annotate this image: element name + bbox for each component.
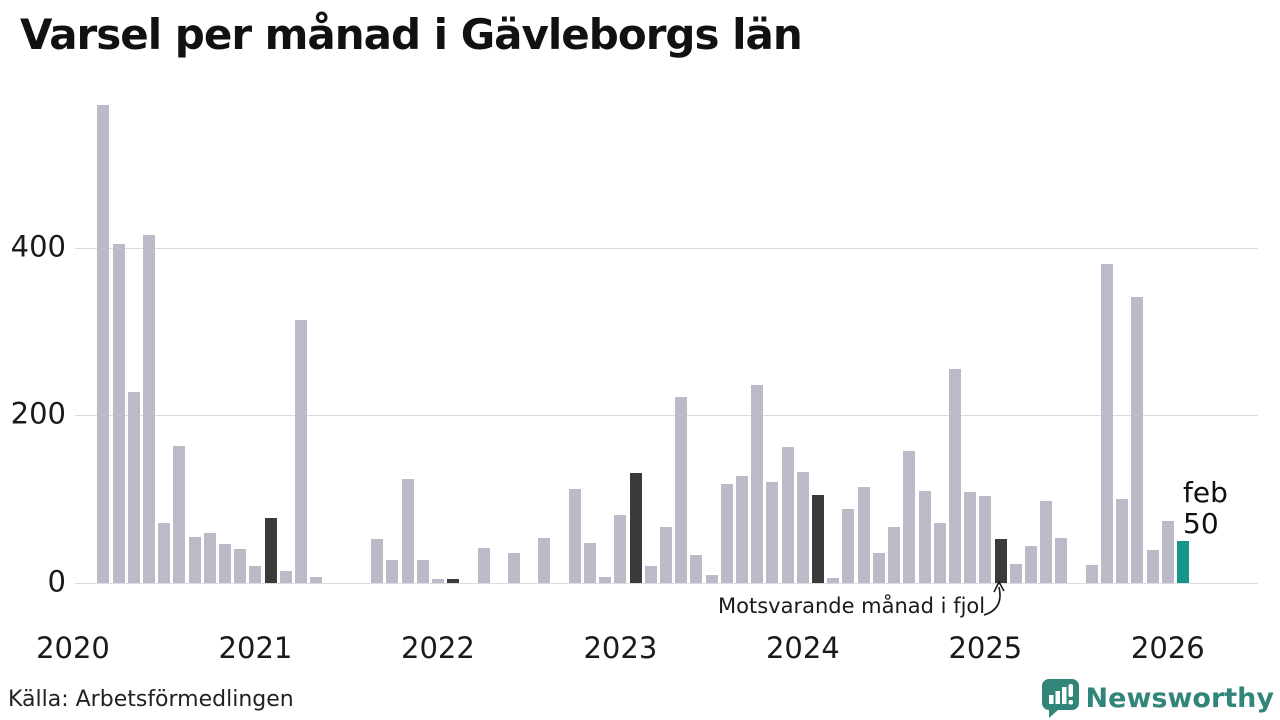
bar	[720, 484, 733, 583]
bar	[295, 319, 308, 583]
bar	[386, 559, 399, 583]
bar	[310, 577, 323, 583]
bar	[781, 447, 794, 583]
gridline	[75, 247, 1258, 249]
newsworthy-icon	[1041, 679, 1079, 718]
bar	[644, 566, 657, 583]
bar-highlight-last-year	[812, 495, 825, 583]
bar	[675, 396, 688, 583]
bar-highlight-last-year	[994, 539, 1007, 583]
current-bar-value: 50	[1183, 507, 1219, 540]
bar	[507, 552, 520, 583]
bar	[112, 244, 125, 583]
bar-highlight-last-year	[264, 517, 277, 583]
annotation-label: Motsvarande månad i fjol	[718, 594, 986, 618]
x-axis-year-label: 2026	[1130, 631, 1205, 665]
bar	[234, 549, 247, 583]
bar	[964, 492, 977, 583]
x-axis-year-label: 2022	[401, 631, 475, 665]
y-axis-tick-label: 0	[47, 564, 66, 599]
bar	[918, 490, 931, 583]
bar	[401, 479, 414, 583]
bar	[1055, 537, 1068, 583]
bar	[583, 542, 596, 583]
bar	[97, 105, 110, 583]
bar	[371, 539, 384, 583]
bar	[416, 560, 429, 583]
bar	[1100, 263, 1113, 583]
newsworthy-wordmark: Newsworthy	[1085, 683, 1274, 714]
bar	[279, 571, 292, 583]
x-axis-year-label: 2025	[948, 631, 1023, 665]
bar	[219, 544, 232, 583]
bar	[690, 554, 703, 583]
x-axis-year-label: 2021	[218, 631, 293, 665]
bar	[538, 537, 551, 583]
current-bar-label: feb 50	[1183, 477, 1228, 539]
bar	[614, 515, 627, 583]
bar-highlight-last-year	[447, 578, 460, 583]
bar	[751, 385, 764, 583]
bar	[933, 522, 946, 583]
bar	[1009, 563, 1022, 583]
annotation-arrow-icon	[983, 580, 1005, 616]
bar-highlight-last-year	[629, 473, 642, 583]
chart-title: Varsel per månad i Gävleborgs län	[20, 10, 803, 59]
bar	[249, 566, 262, 583]
bar	[1040, 500, 1053, 583]
bar	[568, 489, 581, 583]
x-axis-year-label: 2020	[36, 631, 110, 665]
bar	[431, 578, 444, 583]
bar	[203, 532, 216, 583]
bar	[1116, 499, 1129, 583]
bar	[903, 451, 916, 583]
current-bar-month: feb	[1183, 476, 1228, 509]
gridline	[75, 415, 1258, 417]
y-axis-tick-label: 400	[10, 229, 66, 264]
bar	[1085, 565, 1098, 583]
bar	[1024, 546, 1037, 583]
bar	[948, 369, 961, 583]
bar	[127, 391, 140, 583]
x-axis-year-label: 2023	[583, 631, 658, 665]
bar	[888, 526, 901, 583]
bar	[173, 446, 186, 583]
bar	[736, 475, 749, 583]
bar	[1146, 550, 1159, 583]
bar	[842, 509, 855, 583]
bar	[1131, 297, 1144, 583]
bar	[660, 526, 673, 583]
source-label: Källa: Arbetsförmedlingen	[8, 687, 294, 712]
bar	[1161, 520, 1174, 583]
bar	[827, 577, 840, 583]
bar	[188, 536, 201, 583]
bar	[766, 482, 779, 583]
bar	[158, 522, 171, 583]
bar	[705, 574, 718, 583]
bar	[872, 552, 885, 583]
gridline	[75, 583, 1258, 584]
newsworthy-logo: Newsworthy	[1041, 679, 1274, 718]
bar	[143, 235, 156, 583]
x-axis-year-label: 2024	[765, 631, 840, 665]
bar	[796, 471, 809, 583]
bar-current-month	[1177, 541, 1190, 583]
bar	[857, 487, 870, 583]
bar	[477, 547, 490, 583]
bar	[979, 495, 992, 583]
y-axis-tick-label: 200	[10, 397, 66, 432]
bar	[599, 577, 612, 583]
